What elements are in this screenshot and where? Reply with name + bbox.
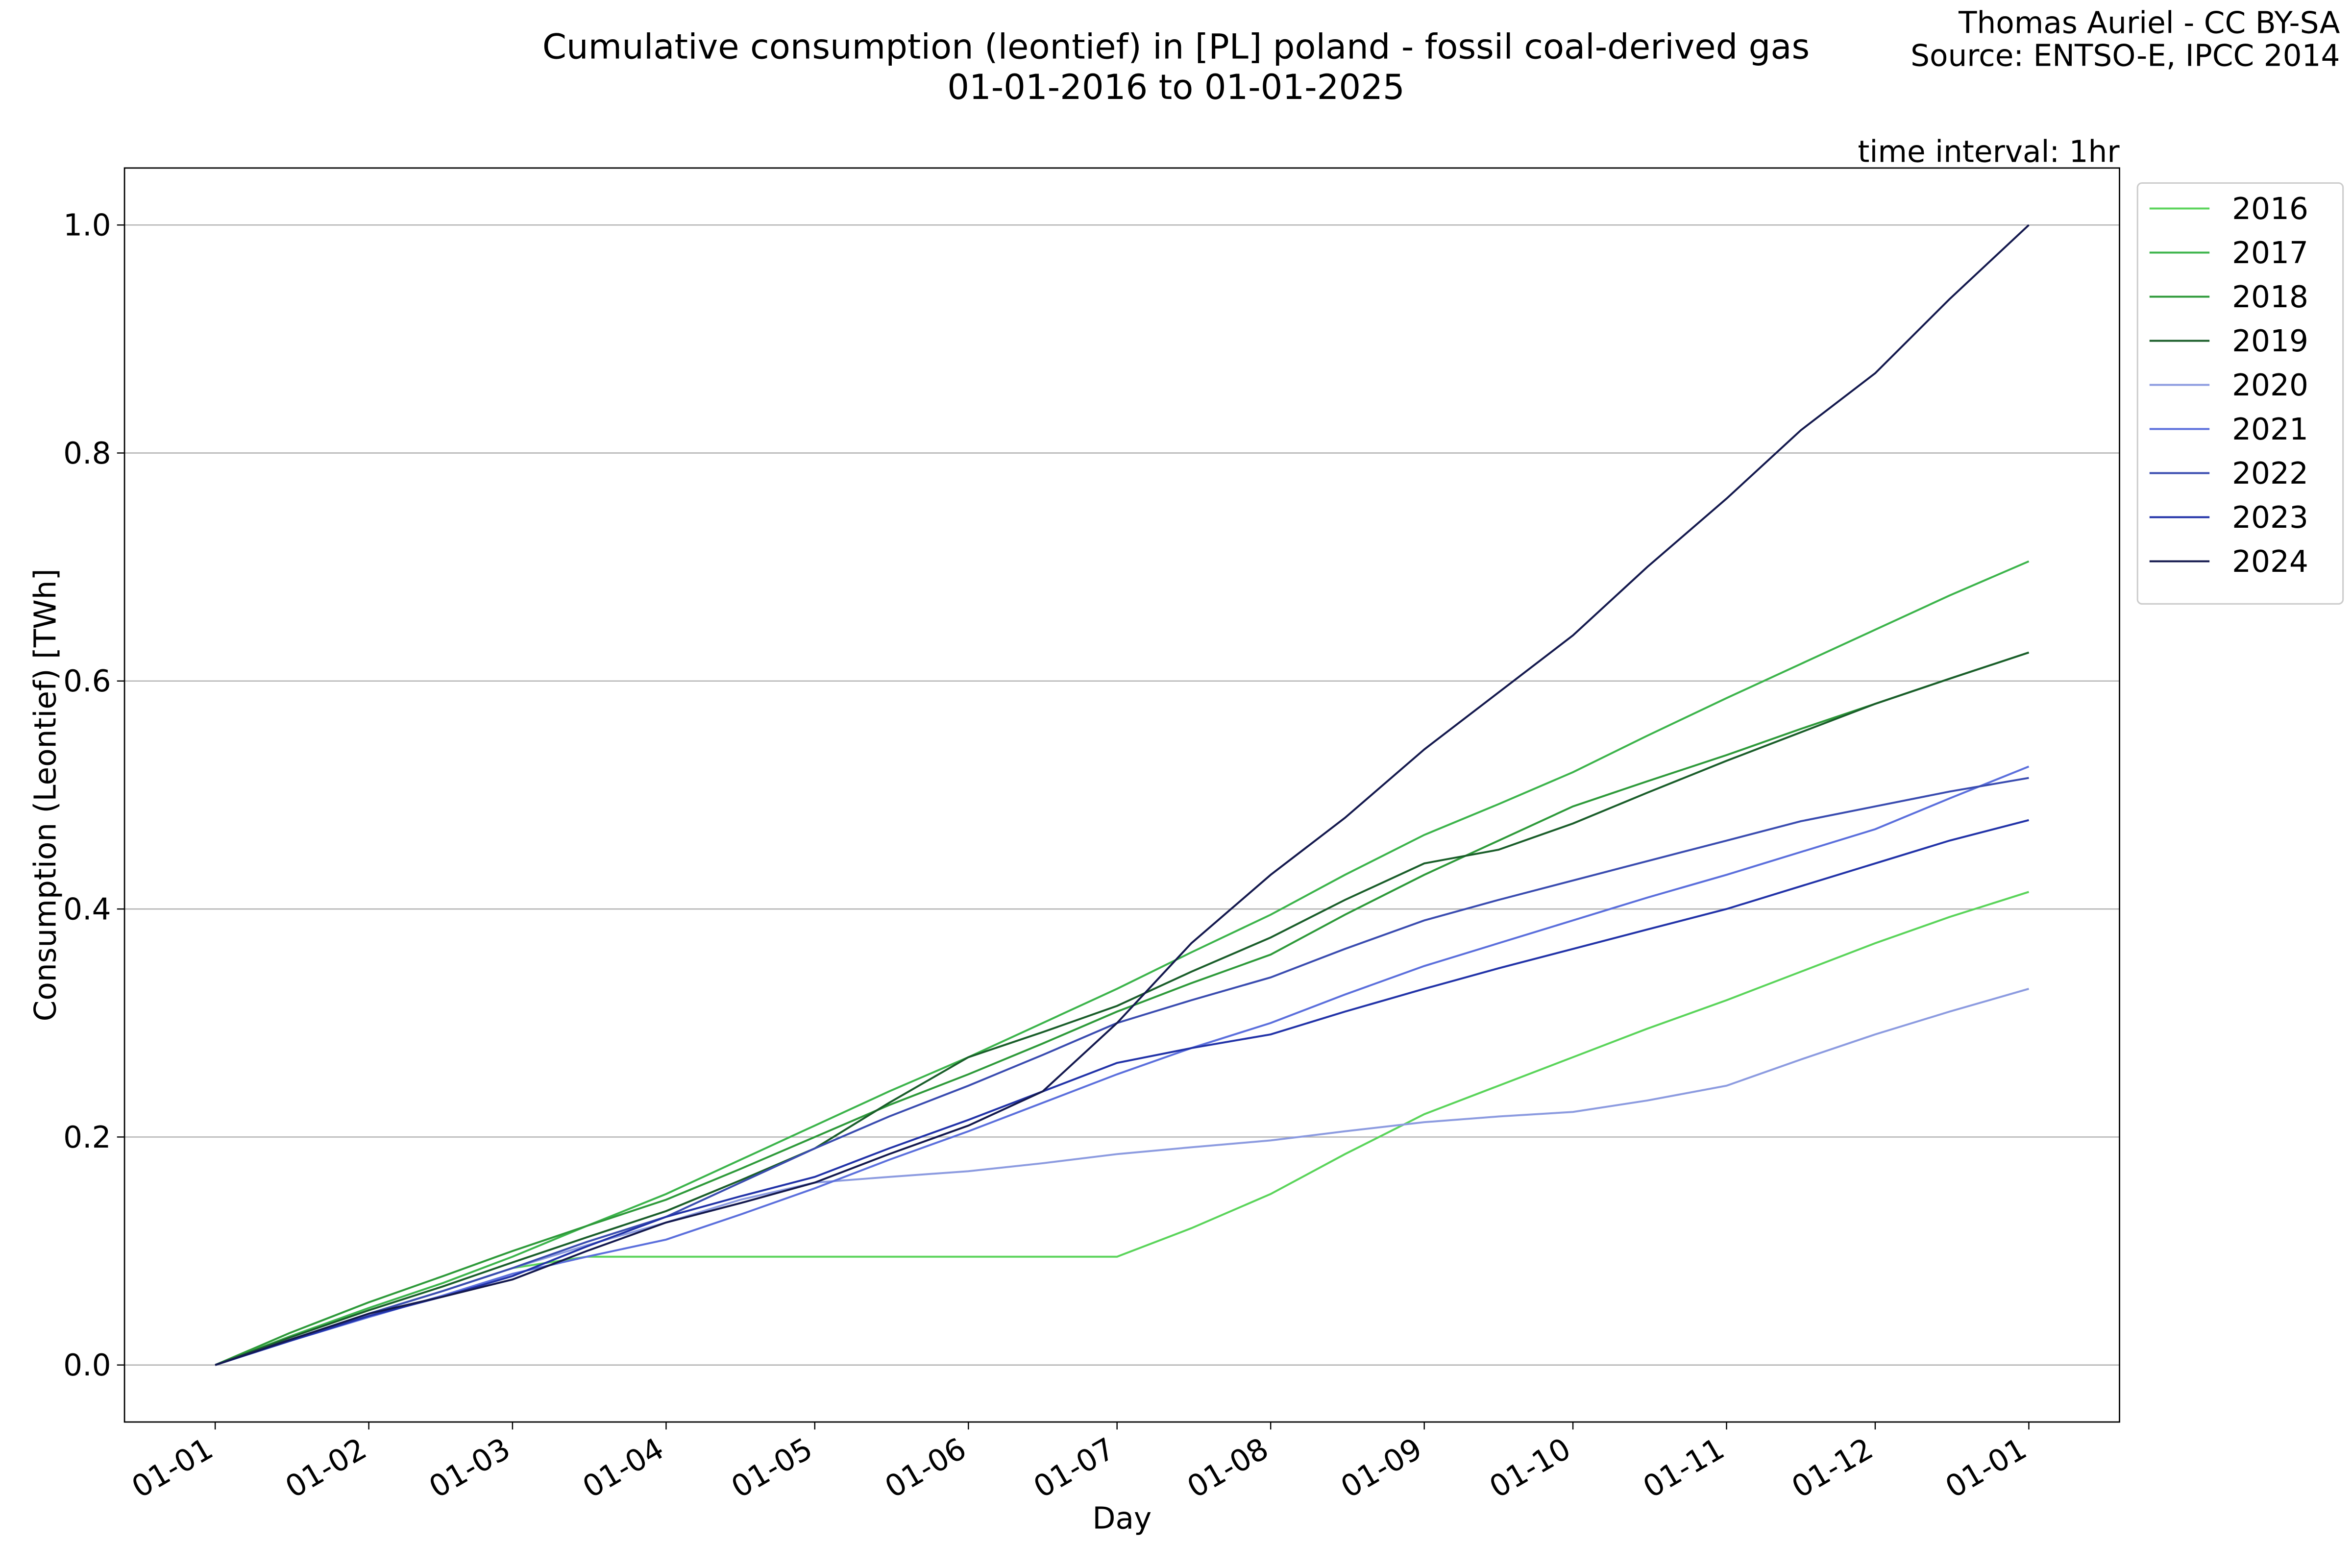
y-tick-label: 1.0: [63, 208, 111, 243]
x-tick-label: 01-05: [726, 1431, 819, 1505]
y-tick-label: 0.6: [63, 664, 111, 699]
series-line: [215, 819, 2029, 1366]
x-tick-label: 01-01: [1939, 1431, 2033, 1505]
x-tick-label: 01-03: [423, 1431, 516, 1505]
legend-label: 2020: [2232, 368, 2308, 403]
y-tick-label: 0.8: [63, 436, 111, 471]
plot-frame: [123, 167, 2120, 1423]
chart-title: Cumulative consumption (leontief) in [PL…: [542, 26, 1810, 67]
legend-label: 2023: [2232, 500, 2308, 535]
x-tick-label: 01-01: [126, 1431, 219, 1505]
series-line: [215, 765, 2030, 1366]
legend-label: 2019: [2232, 324, 2308, 359]
y-tick-label: 0.0: [63, 1348, 111, 1383]
x-tick-label: 01-10: [1484, 1431, 1577, 1505]
legend-label: 2016: [2232, 192, 2308, 226]
series-line: [215, 651, 2030, 1366]
x-tick-label: 01-06: [879, 1431, 972, 1505]
chart-subtitle: 01-01-2016 to 01-01-2025: [947, 67, 1405, 107]
source: Source: ENTSO-E, IPCC 2014: [1911, 39, 2340, 74]
y-tick-label: 0.2: [63, 1120, 111, 1155]
x-tick-label: 01-02: [280, 1431, 373, 1505]
x-tick-label: 01-09: [1335, 1431, 1428, 1505]
x-tick-label: 01-07: [1028, 1431, 1121, 1505]
x-tick-label: 01-08: [1181, 1431, 1274, 1505]
x-tick-label: 01-11: [1638, 1431, 1731, 1505]
author: Thomas Auriel - CC BY-SA: [1958, 5, 2340, 40]
series-line: [215, 651, 2030, 1366]
y-tick-label: 0.4: [63, 892, 111, 927]
legend-label: 2024: [2232, 544, 2308, 579]
x-tick-label: 01-12: [1786, 1431, 1879, 1505]
series-line: [215, 988, 2030, 1366]
y-axis-label: Consumption (Leontief) [TWh]: [28, 569, 63, 1022]
x-axis-label: Day: [1092, 1501, 1152, 1536]
legend-label: 2018: [2232, 280, 2308, 315]
series-line: [215, 560, 2030, 1366]
legend-box: [2136, 182, 2344, 605]
legend-label: 2022: [2232, 456, 2308, 491]
annotation: time interval: 1hr: [1858, 135, 2120, 170]
legend-label: 2021: [2232, 412, 2308, 447]
x-tick-label: 01-04: [577, 1431, 670, 1505]
series-line: [215, 224, 2030, 1366]
series-line: [215, 891, 2030, 1366]
legend-label: 2017: [2232, 236, 2308, 270]
